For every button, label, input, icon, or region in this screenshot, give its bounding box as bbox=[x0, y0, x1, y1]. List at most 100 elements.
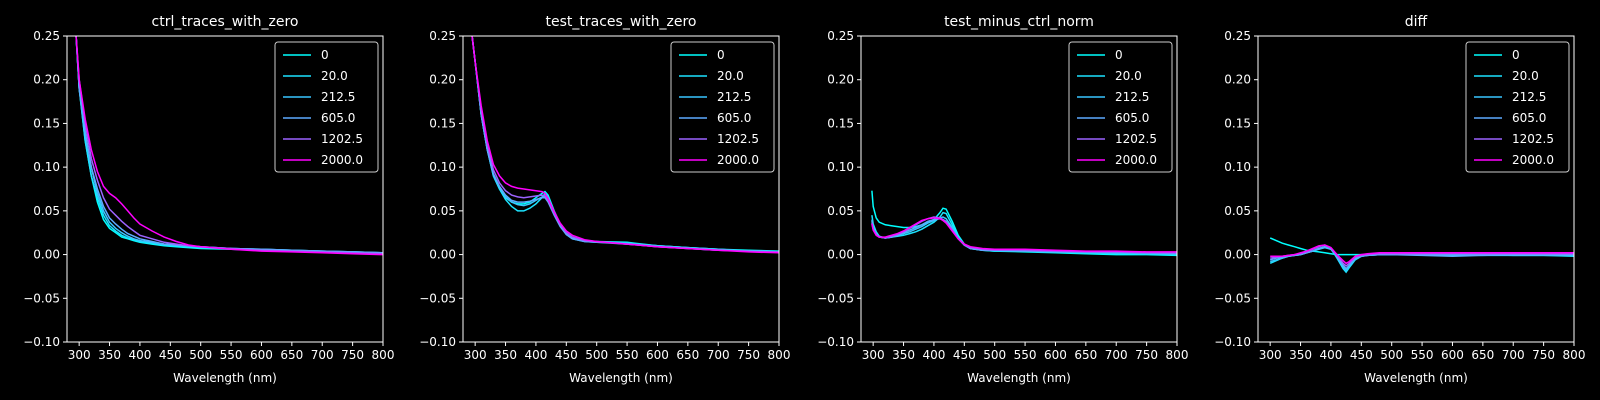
x-tick-label: 650 bbox=[676, 348, 699, 362]
legend-entry: 0 bbox=[717, 48, 725, 62]
x-tick-label: 600 bbox=[250, 348, 273, 362]
y-tick-label: 0.15 bbox=[827, 116, 854, 130]
y-tick-label: 0.00 bbox=[1224, 248, 1251, 262]
legend-entry: 20.0 bbox=[321, 69, 348, 83]
y-tick-label: 0.00 bbox=[429, 248, 456, 262]
legend: 0 20.0 212.5 605.0 1202.5 2000.0 bbox=[274, 41, 379, 173]
plot-frame bbox=[860, 35, 1178, 343]
legend-entry: 212.5 bbox=[321, 90, 355, 104]
y-tick-label: −0.05 bbox=[23, 291, 60, 305]
series-line-605.0 bbox=[1269, 245, 1574, 270]
legend-entry: 2000.0 bbox=[717, 153, 759, 167]
legend-entry: 20.0 bbox=[717, 69, 744, 83]
plot-frame bbox=[462, 35, 780, 343]
x-tick-label: 350 bbox=[1289, 348, 1312, 362]
x-tick-label: 750 bbox=[1532, 348, 1555, 362]
series-group bbox=[75, 36, 383, 256]
plot-frame bbox=[66, 35, 384, 343]
x-tick-label: 500 bbox=[585, 348, 608, 362]
y-tick-label: 0.20 bbox=[429, 73, 456, 87]
x-tick-label: 700 bbox=[707, 348, 730, 362]
x-tick-label: 750 bbox=[1135, 348, 1158, 362]
x-tick-label: 600 bbox=[1044, 348, 1067, 362]
x-axis-label: Wavelength (nm) bbox=[967, 371, 1071, 385]
x-tick-label: 650 bbox=[1074, 348, 1097, 362]
legend-entry: 1202.5 bbox=[717, 132, 759, 146]
legend-entry: 1202.5 bbox=[1512, 132, 1554, 146]
chart-panel-1: 300 350 400 450 500 550 600 650 700 750 800 −0.10 −0… bbox=[23, 14, 394, 385]
x-tick-label: 400 bbox=[128, 348, 151, 362]
x-tick-label: 500 bbox=[983, 348, 1006, 362]
chart-panel-3: 300 350 400 450 500 550 600 650 700 750 800 −0.10 −0… bbox=[817, 14, 1188, 385]
legend-entry: 20.0 bbox=[1512, 69, 1539, 83]
legend-entry: 1202.5 bbox=[321, 132, 363, 146]
x-tick-label: 300 bbox=[68, 348, 91, 362]
legend-entry: 1202.5 bbox=[1115, 132, 1157, 146]
series-line-2000.0 bbox=[871, 217, 1177, 253]
x-tick-label: 600 bbox=[1441, 348, 1464, 362]
series-line-20.0 bbox=[871, 211, 1177, 256]
x-tick-label: 600 bbox=[646, 348, 669, 362]
legend-entry: 605.0 bbox=[717, 111, 751, 125]
y-tick-label: 0.05 bbox=[33, 204, 60, 218]
x-tick-label: 300 bbox=[862, 348, 885, 362]
x-tick-label: 700 bbox=[311, 348, 334, 362]
x-tick-label: 650 bbox=[1471, 348, 1494, 362]
x-tick-label: 350 bbox=[892, 348, 915, 362]
x-axis-label: Wavelength (nm) bbox=[1364, 371, 1468, 385]
legend-entry: 20.0 bbox=[1115, 69, 1142, 83]
y-tick-label: 0.00 bbox=[33, 248, 60, 262]
y-tick-label: −0.10 bbox=[817, 335, 854, 349]
legend-entry: 0 bbox=[1512, 48, 1520, 62]
x-tick-label: 750 bbox=[737, 348, 760, 362]
legend-entry: 0 bbox=[321, 48, 329, 62]
legend-entry: 605.0 bbox=[1115, 111, 1149, 125]
plot-frame bbox=[1257, 35, 1575, 343]
y-tick-label: 0.10 bbox=[1224, 160, 1251, 174]
y-tick-label: −0.10 bbox=[419, 335, 456, 349]
chart-title: test_traces_with_zero bbox=[546, 14, 697, 30]
y-tick-label: 0.15 bbox=[1224, 116, 1251, 130]
y-tick-label: 0.05 bbox=[1224, 204, 1251, 218]
x-tick-label: 550 bbox=[1014, 348, 1037, 362]
chart-title: test_minus_ctrl_norm bbox=[944, 14, 1094, 30]
chart-panel-4: 300 350 400 450 500 550 600 650 700 750 800 −0.10 −0… bbox=[1214, 14, 1585, 385]
x-tick-label: 300 bbox=[1259, 348, 1282, 362]
series-line-0 bbox=[871, 190, 1177, 257]
y-tick-label: −0.05 bbox=[419, 291, 456, 305]
legend: 0 20.0 212.5 605.0 1202.5 2000.0 bbox=[670, 41, 775, 173]
x-tick-label: 350 bbox=[98, 348, 121, 362]
y-tick-label: 0.20 bbox=[33, 73, 60, 87]
series-group bbox=[1269, 237, 1574, 274]
x-tick-label: 800 bbox=[372, 348, 395, 362]
y-tick-label: 0.10 bbox=[827, 160, 854, 174]
legend-entry: 212.5 bbox=[1115, 90, 1149, 104]
y-tick-label: 0.20 bbox=[827, 73, 854, 87]
x-tick-label: 450 bbox=[555, 348, 578, 362]
x-tick-label: 400 bbox=[524, 348, 547, 362]
x-tick-label: 700 bbox=[1502, 348, 1525, 362]
y-tick-label: 0.10 bbox=[33, 160, 60, 174]
chart-panel-2: 300 350 400 450 500 550 600 650 700 750 800 −0.10 −0… bbox=[419, 14, 790, 385]
x-tick-label: 800 bbox=[1563, 348, 1586, 362]
series-line-2000.0 bbox=[1270, 244, 1574, 265]
chart-title: ctrl_traces_with_zero bbox=[152, 14, 299, 30]
legend-entry: 0 bbox=[1115, 48, 1123, 62]
chart-title: diff bbox=[1405, 14, 1428, 30]
series-line-605.0 bbox=[75, 36, 383, 254]
legend-entry: 2000.0 bbox=[1512, 153, 1554, 167]
x-tick-label: 700 bbox=[1105, 348, 1128, 362]
y-tick-label: 0.05 bbox=[827, 204, 854, 218]
y-tick-label: 0.00 bbox=[827, 248, 854, 262]
y-tick-label: 0.15 bbox=[33, 116, 60, 130]
series-line-2000.0 bbox=[75, 36, 383, 256]
x-axis-label: Wavelength (nm) bbox=[569, 371, 673, 385]
y-tick-label: 0.20 bbox=[1224, 73, 1251, 87]
y-tick-label: −0.05 bbox=[1214, 291, 1251, 305]
y-tick-label: 0.25 bbox=[1224, 29, 1251, 43]
y-tick-label: 0.15 bbox=[429, 116, 456, 130]
legend: 0 20.0 212.5 605.0 1202.5 2000.0 bbox=[1465, 41, 1570, 173]
legend-entry: 2000.0 bbox=[1115, 153, 1157, 167]
x-tick-label: 550 bbox=[1411, 348, 1434, 362]
